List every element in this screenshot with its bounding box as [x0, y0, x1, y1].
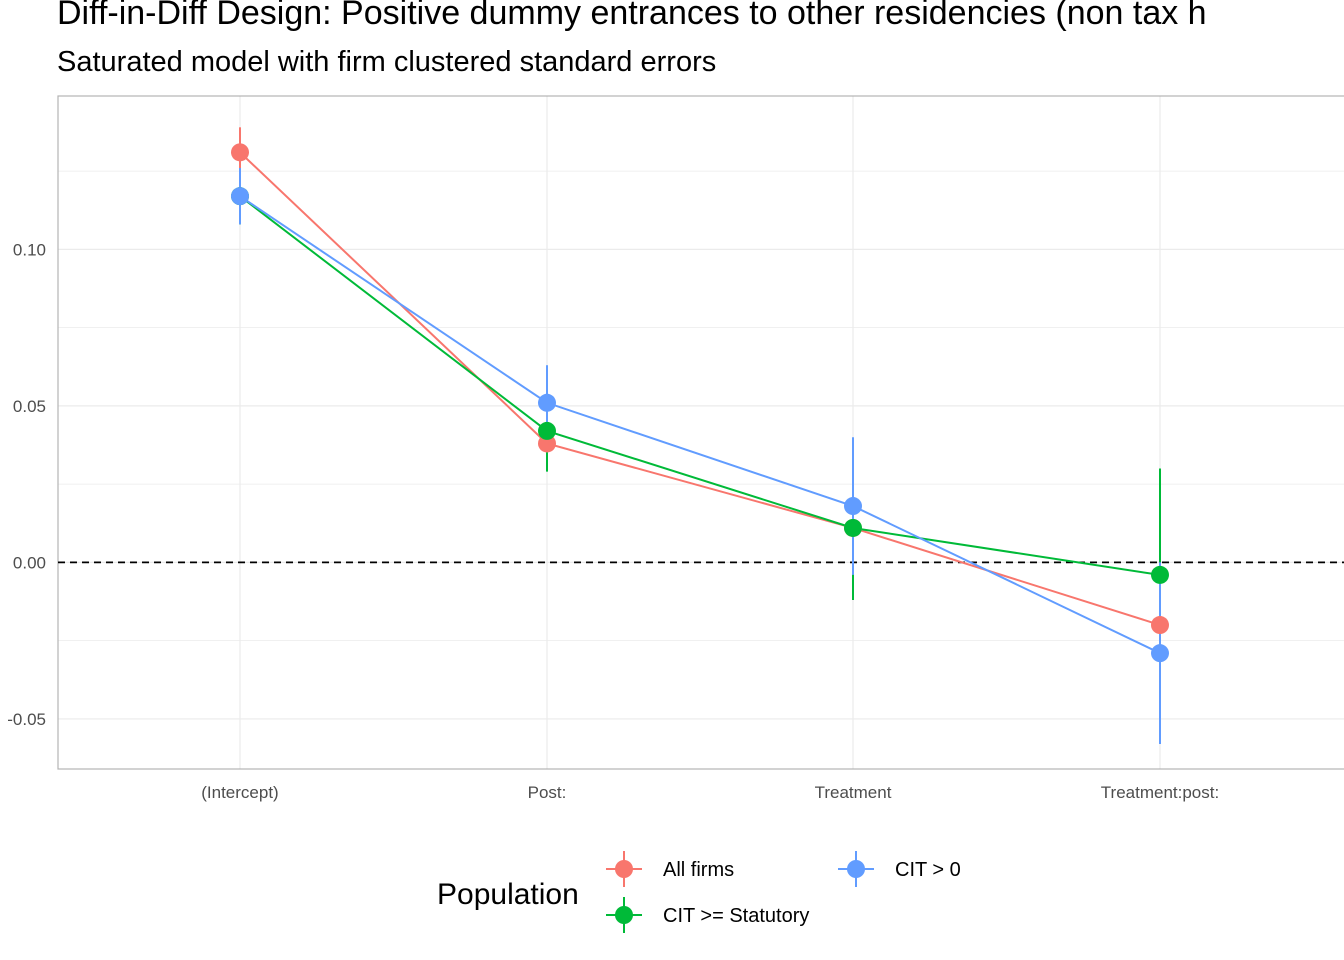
all-firms-legend-key-point [615, 860, 633, 878]
legend: Population All firms CIT >= Statutory CIT … [437, 851, 961, 933]
cit-statutory-point [1151, 565, 1169, 584]
cit-statutory-point [844, 518, 862, 537]
x-axis-ticks: (Intercept) Post: Treatment Treatment:post: [201, 783, 1219, 802]
cit-statutory-line [239, 195, 1161, 576]
y-tick-label: 0.10 [13, 240, 46, 259]
cit-0-point [1151, 644, 1169, 663]
panel-border [57, 95, 1344, 770]
chart-title: Diff-in-Diff Design: Positive dummy entr… [57, 0, 1207, 32]
all-firms-point [1151, 616, 1169, 635]
x-tick-label: (Intercept) [201, 783, 278, 802]
x-tick-label: Post: [528, 783, 567, 802]
all-firms-point [538, 434, 556, 453]
series-lines [239, 151, 1161, 655]
cit-statutory-legend-label: CIT >= Statutory [663, 905, 809, 927]
x-tick-label: Treatment:post: [1101, 783, 1219, 802]
cit-0-legend-key-point [847, 860, 865, 878]
all-firms-point [231, 143, 249, 162]
series-points [231, 143, 1169, 663]
all-firms-line [239, 151, 1161, 626]
cit-0-point [231, 187, 249, 206]
error-bars [239, 127, 1161, 744]
y-tick-label: -0.05 [7, 710, 46, 729]
all-firms-legend-label: All firms [663, 859, 734, 881]
cit-statutory-point [538, 421, 556, 440]
grid-lines [58, 96, 1344, 769]
cit-0-point [844, 497, 862, 516]
x-tick-label: Treatment [815, 783, 892, 802]
y-tick-label: 0.00 [13, 553, 46, 572]
legend-title: Population [437, 878, 579, 911]
y-tick-label: 0.05 [13, 397, 46, 416]
cit-0-legend-label: CIT > 0 [895, 859, 961, 881]
cit-0-line [239, 195, 1161, 655]
chart-subtitle: Saturated model with firm clustered stan… [57, 46, 717, 78]
cit-statutory-legend-key-point [615, 906, 633, 924]
cit-0-point [538, 393, 556, 412]
y-axis-ticks: -0.05 0.00 0.05 0.10 [7, 240, 46, 729]
